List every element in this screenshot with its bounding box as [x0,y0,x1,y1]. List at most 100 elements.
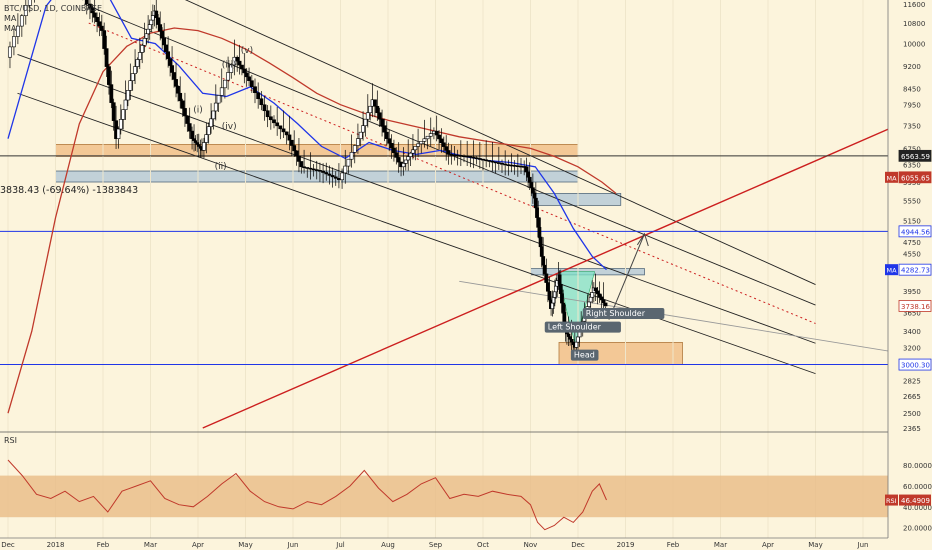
candle-body [595,290,600,295]
candle-body [413,146,418,151]
candle-body [365,112,370,120]
candle-body [576,336,580,343]
candle-body [599,296,604,301]
price-label: 3000.30 [901,362,930,370]
time-tick-label: Apr [192,541,204,549]
candle-body [19,15,24,27]
candle-body [544,273,549,283]
price-tick-label: 3200 [903,344,921,352]
price-tick-label: 3400 [903,328,921,336]
candle-body [439,138,444,144]
candle-body [308,167,313,170]
candle-body [349,152,354,160]
candle-body [150,15,155,21]
price-tag-box [885,264,898,276]
candle-body [509,164,514,167]
time-tick-label: May [238,541,252,549]
candle-body [538,236,543,248]
candle-body [209,118,213,128]
candle-body [27,0,32,6]
right-shoulder-label-bg [582,307,665,319]
price-tick-label: 2365 [903,425,921,433]
price-label-box [898,263,932,276]
rsi-last-box [899,494,931,506]
candle-body [571,341,576,345]
rsi-tag: RSI [886,497,897,505]
time-tick-label: 2019 [617,541,635,549]
candle-body [244,72,249,78]
candle-body [487,160,492,162]
candle-body [183,108,187,117]
candle-body [327,173,332,176]
candle-body [176,86,180,94]
candle-body [444,146,449,151]
price-tick-label: 6350 [903,162,921,170]
candle-body [496,162,501,164]
candle-body [377,112,382,120]
candle-body [373,99,377,107]
wave-label: (iv) [222,122,237,132]
candle-body [123,99,128,110]
candle-body [259,98,264,106]
price-zone [55,144,579,157]
time-tick-label: Sep [429,541,443,549]
time-tick-label: Mar [714,541,727,549]
candle-body [213,102,218,112]
candle-body [389,143,394,149]
candle-body [147,24,152,30]
candle-body [160,31,165,39]
candle-body [333,176,338,179]
candle-body [481,158,485,161]
ma-short-line [7,0,607,271]
price-tick-label: 5150 [903,218,921,226]
candle-body [601,299,606,304]
candle-body [419,141,424,145]
time-tick-label: Nov [524,541,538,549]
price-tick-label: 8450 [903,85,921,93]
time-tick-label: Dec [571,541,585,549]
price-tick-label: 9200 [903,63,921,71]
candle-body [111,102,116,121]
candle-body [126,90,130,101]
price-label: 6563.59 [901,153,930,161]
candle-body [170,65,174,73]
time-tick-label: Aug [381,541,395,549]
candle-body [401,163,406,168]
price-tick-label: 10800 [903,20,925,28]
candle-body [375,105,380,114]
rsi-band [0,475,888,518]
candle-body [289,139,294,146]
candle-body [356,138,360,146]
candle-body [462,155,466,158]
candle-body [99,25,104,31]
right-shoulder-label: Right Shoulder [586,309,646,318]
candle-body [437,134,441,140]
candle-body [468,156,473,158]
rsi-tick-label: 40.0000 [903,504,932,512]
candle-body [458,155,463,157]
price-label-box [898,300,932,312]
candle-body [519,165,523,168]
candle-body [137,52,142,60]
candle-body [235,56,240,62]
candle-body [361,125,365,133]
candle-body [403,159,408,164]
candle-body [314,169,319,171]
candle-body [474,157,479,160]
candle-body [172,72,176,80]
candle-body [346,158,351,167]
candle-body [506,164,511,166]
candle-body [104,48,109,67]
candle-body [493,161,498,164]
candle-body [185,115,190,124]
rsi-tick-label: 80.0000 [903,462,932,470]
candle-body [256,92,261,100]
candle-body [484,159,489,162]
candle-body [15,25,20,37]
candle-body [368,105,373,114]
candle-body [130,73,135,82]
candle-body [162,37,167,46]
rsi-tick-label: 60.0000 [903,483,932,491]
